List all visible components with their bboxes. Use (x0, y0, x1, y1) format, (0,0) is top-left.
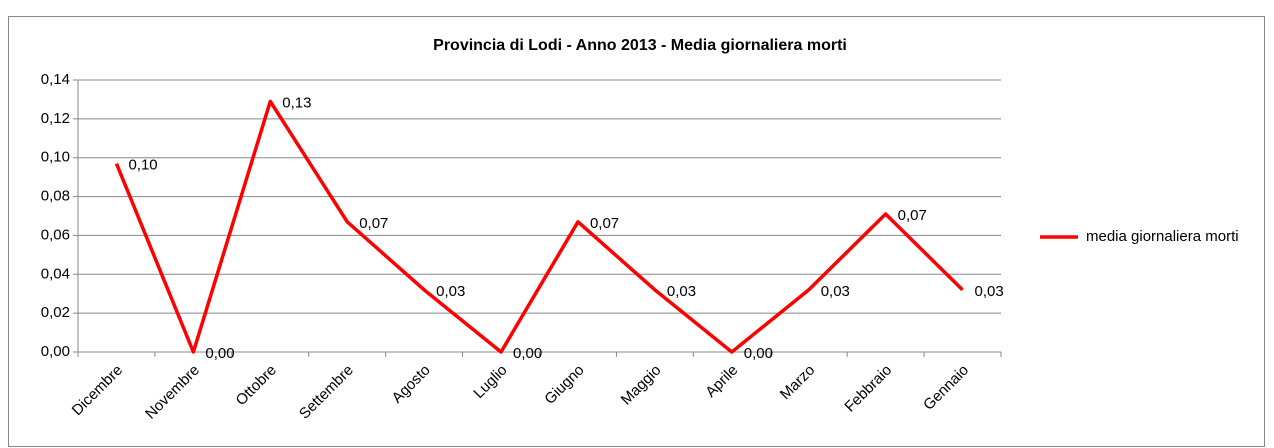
data-line (114, 99, 964, 354)
legend-label: media giornaliera morti (1086, 228, 1239, 245)
data-label: 0,03 (821, 283, 850, 300)
chart-border (8, 16, 1265, 447)
y-tick-label: 0,14 (41, 71, 70, 88)
data-label: 0,00 (744, 345, 773, 362)
chart-title: Provincia di Lodi - Anno 2013 - Media gi… (433, 37, 847, 54)
y-tick-label: 0,00 (41, 343, 70, 360)
data-label: 0,07 (359, 215, 388, 232)
data-label: 0,00 (513, 345, 542, 362)
y-tick-label: 0,12 (41, 110, 70, 127)
data-label: 0,07 (898, 207, 927, 224)
y-tick-label: 0,02 (41, 304, 70, 321)
data-label: 0,03 (975, 283, 1004, 300)
y-tick-label: 0,06 (41, 226, 70, 243)
data-label: 0,03 (667, 283, 696, 300)
y-tick-label: 0,10 (41, 149, 70, 166)
data-label: 0,13 (282, 94, 311, 111)
data-label: 0,10 (128, 157, 157, 174)
y-tick-label: 0,08 (41, 188, 70, 205)
data-label: 0,07 (590, 215, 619, 232)
y-tick-label: 0,04 (41, 265, 70, 282)
data-label: 0,03 (436, 283, 465, 300)
data-label: 0,00 (205, 345, 234, 362)
